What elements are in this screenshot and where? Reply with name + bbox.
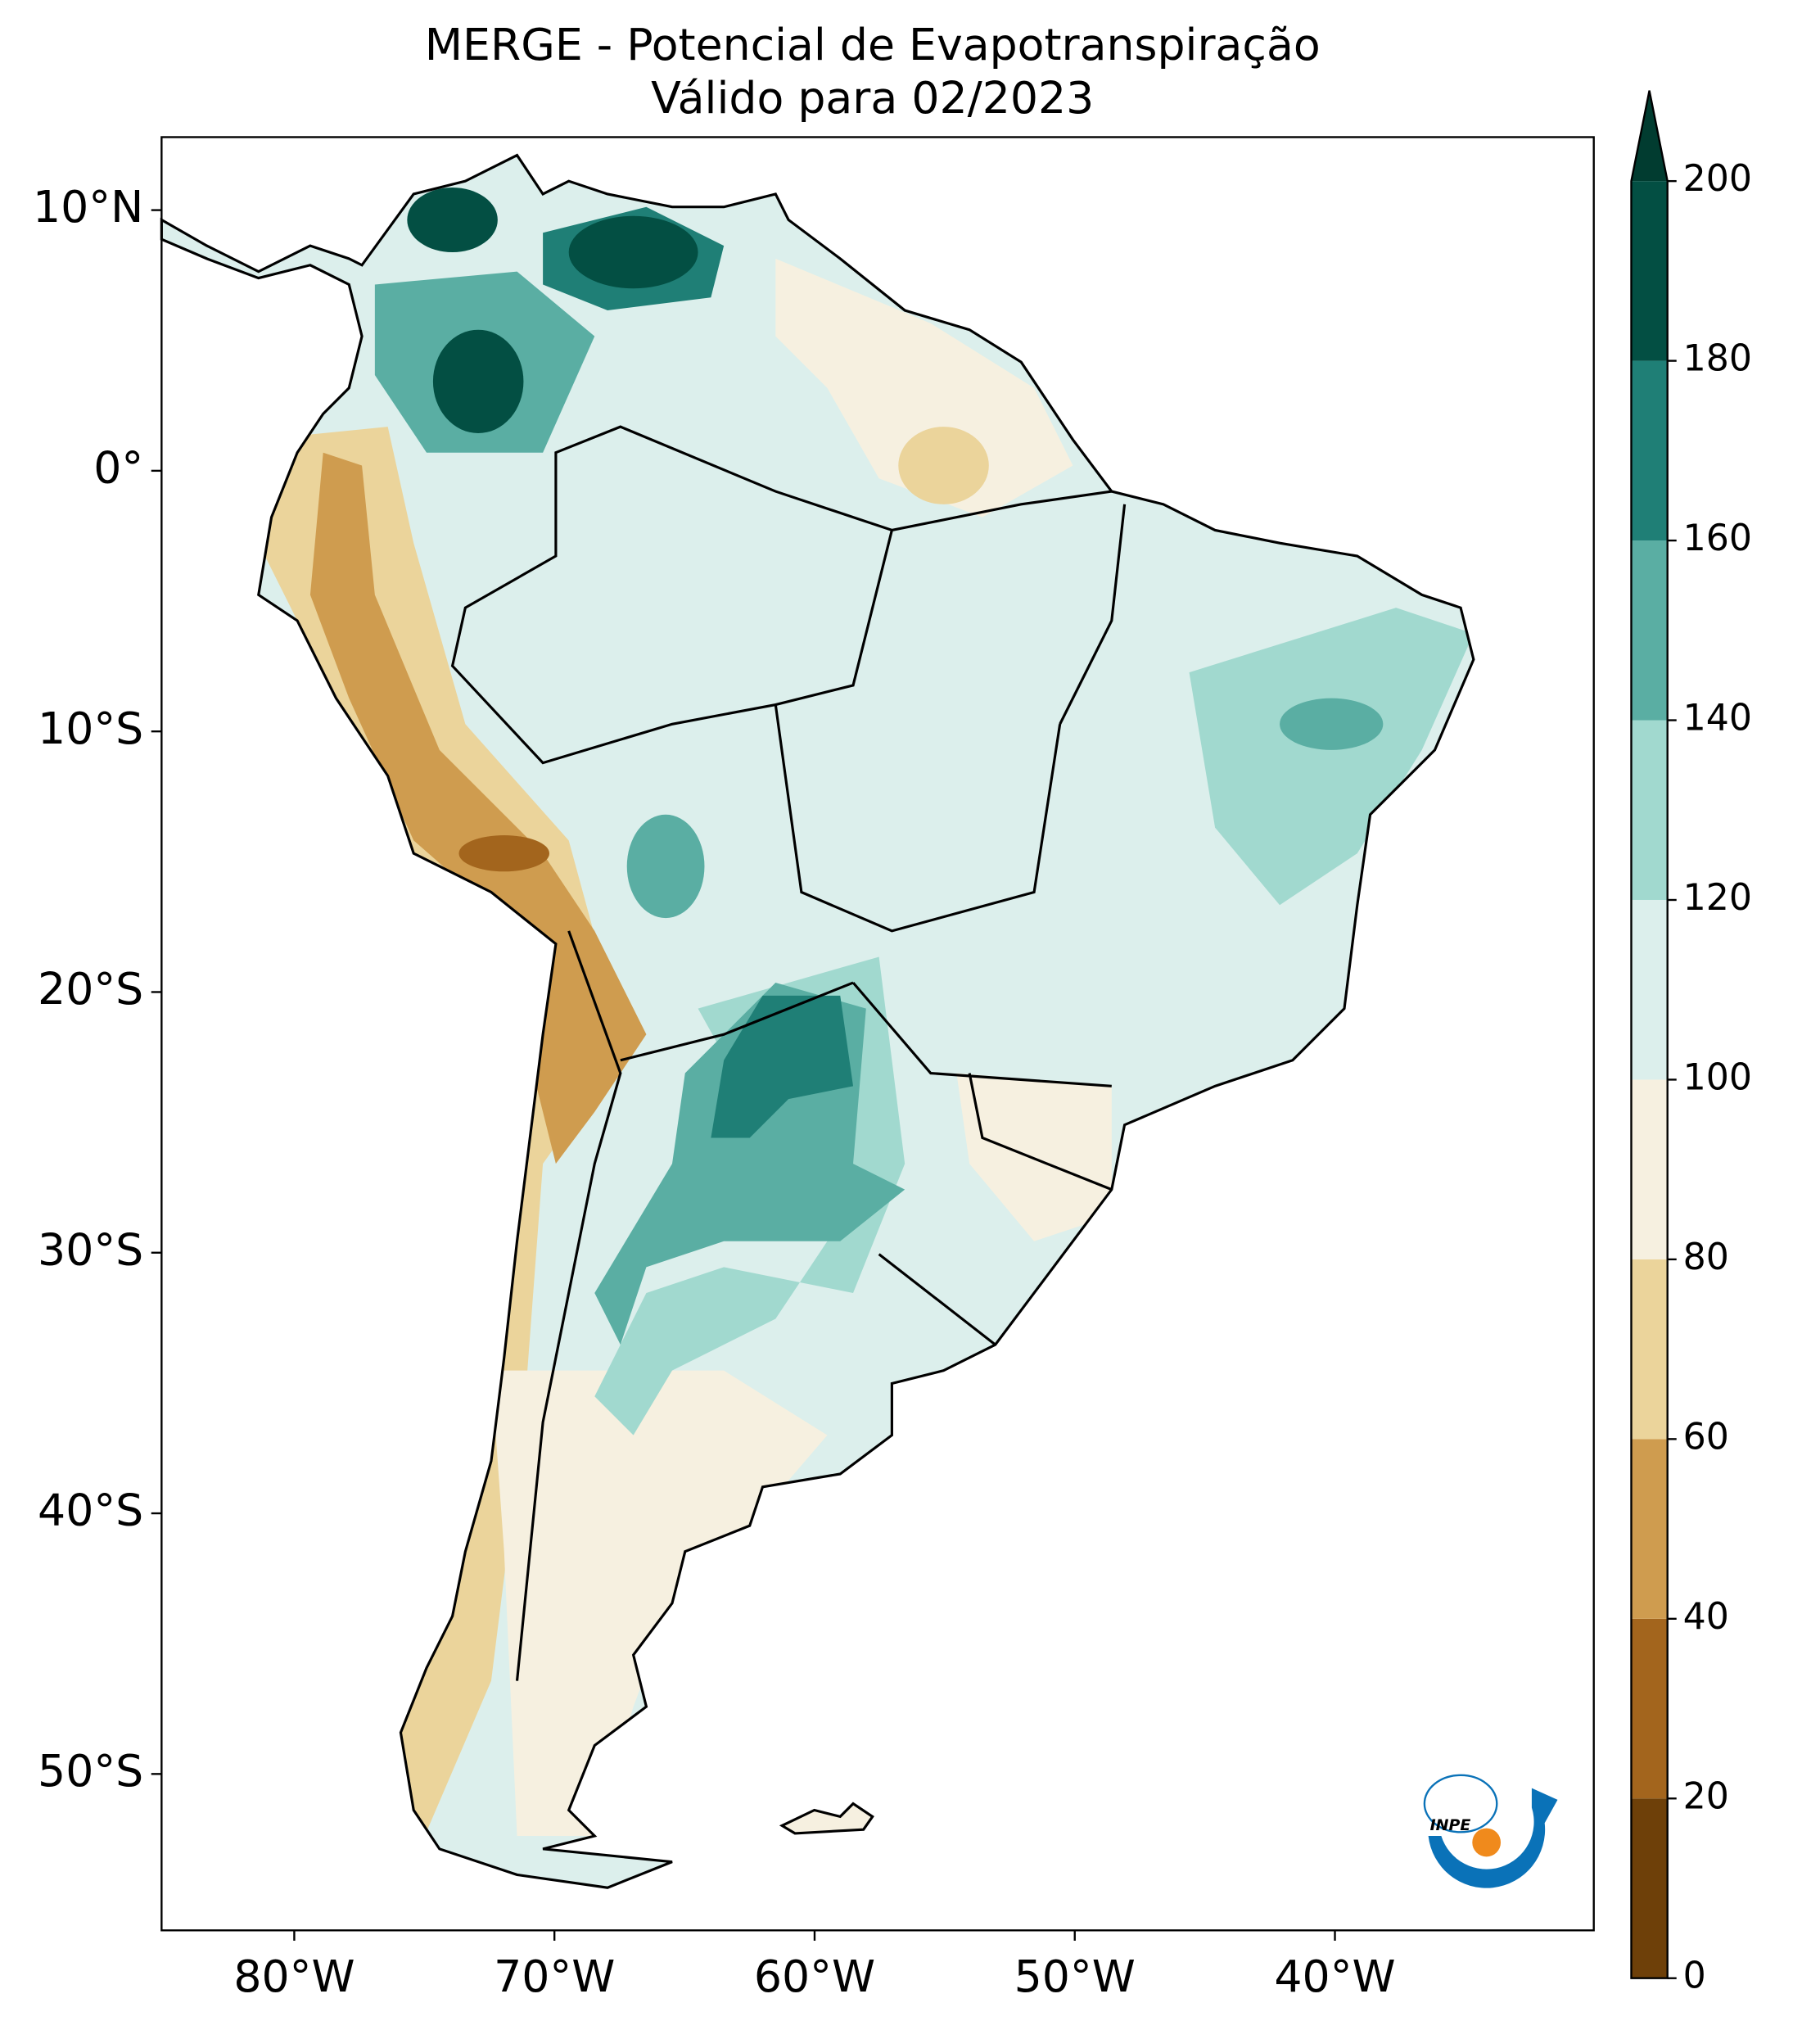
map-frame	[160, 136, 1595, 1932]
logo-dot	[1472, 1828, 1502, 1857]
x-tick-label: 80°W	[233, 1951, 355, 2002]
field-patch	[711, 995, 854, 1138]
colorbar-level	[1631, 1439, 1668, 1619]
colorbar-tick-label: 40	[1683, 1596, 1729, 1638]
title-line: Válido para 02/2023	[651, 72, 1094, 124]
colorbar-level	[1631, 899, 1668, 1080]
x-tick-label: 60°W	[754, 1951, 875, 2002]
colorbar-tick-label: 100	[1683, 1056, 1752, 1098]
colorbar-level	[1631, 1259, 1668, 1440]
logo: INPE	[1423, 1774, 1558, 1888]
colorbar-level	[1631, 360, 1668, 541]
field-patch	[432, 329, 524, 434]
y-tick-label: 0°	[93, 442, 143, 494]
colorbar-level	[1631, 1618, 1668, 1799]
islands	[779, 1802, 874, 1835]
field-patch	[458, 835, 550, 872]
colorbar-level	[1631, 540, 1668, 721]
colorbar-tick-label: 80	[1683, 1237, 1729, 1278]
colorbar-tick-label: 140	[1683, 698, 1752, 739]
field-patch	[1280, 698, 1384, 750]
logo-text: INPE	[1430, 1816, 1471, 1834]
field-patch	[1189, 608, 1474, 906]
field-patch	[568, 215, 698, 289]
colorbar-level	[1631, 1798, 1668, 1978]
colorbar-tick-label: 60	[1683, 1416, 1729, 1458]
colorbar-level	[1631, 1079, 1668, 1259]
colorbar-level	[1631, 720, 1668, 900]
title-line: MERGE - Potencial de Evapotranspiração	[425, 19, 1321, 70]
colorbar-extend	[1631, 90, 1668, 182]
field	[161, 155, 1474, 1888]
colorbar-tick-label: 20	[1683, 1775, 1729, 1817]
y-tick-label: 30°S	[38, 1223, 143, 1275]
field-patch	[490, 1370, 828, 1837]
y-tick-label: 10°S	[38, 703, 143, 754]
y-tick-label: 40°S	[38, 1485, 143, 1536]
field-patch	[309, 452, 647, 1164]
y-tick-label: 10°N	[33, 181, 143, 233]
colorbar-tick-label: 120	[1683, 877, 1752, 919]
y-tick-label: 50°S	[38, 1745, 143, 1797]
x-tick-label: 70°W	[494, 1951, 615, 2002]
field-patch	[775, 258, 1073, 518]
colorbar-frame	[1630, 90, 1669, 1979]
field-patch	[898, 427, 989, 504]
logo-arrow	[1428, 1788, 1558, 1888]
logo-ring	[1423, 1774, 1498, 1833]
x-tick-label: 40°W	[1274, 1951, 1395, 2002]
colorbar-level	[1631, 181, 1668, 361]
colorbar-tick-label: 180	[1683, 338, 1752, 380]
colorbar-tick-label: 160	[1683, 518, 1752, 559]
x-tick-label: 50°W	[1014, 1951, 1136, 2002]
colorbar-tick-label: 200	[1683, 158, 1752, 200]
borders	[450, 425, 1127, 1681]
field-patch	[626, 814, 705, 919]
field-patch	[407, 188, 498, 252]
colorbar-tick-label: 0	[1683, 1955, 1706, 1997]
y-tick-label: 20°S	[38, 963, 143, 1015]
